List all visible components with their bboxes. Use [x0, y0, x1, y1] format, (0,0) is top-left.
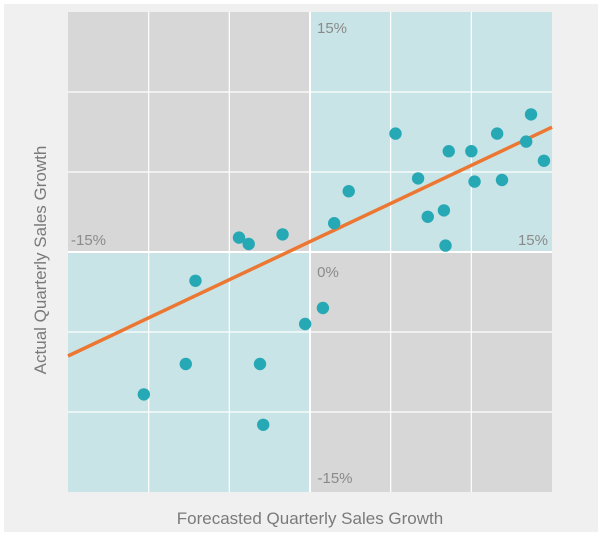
- data-point: [524, 108, 538, 121]
- data-point: [253, 357, 267, 371]
- data-point: [276, 228, 289, 241]
- data-point: [537, 154, 551, 167]
- data-point: [316, 301, 330, 315]
- data-point: [519, 135, 533, 148]
- data-point: [232, 231, 246, 244]
- quadrant-bottom-left: [68, 252, 310, 492]
- data-point: [421, 210, 434, 223]
- trend-line-group: [67, 125, 553, 358]
- tick-label-y-bottom: -15%: [317, 470, 352, 487]
- data-points: [137, 108, 551, 431]
- quadrant-top-left: [68, 12, 310, 252]
- trend-line: [67, 125, 553, 358]
- chart-frame: 15% -15% 15% 0% -15% Forecasted Quarterl…: [4, 4, 598, 532]
- data-point: [328, 217, 341, 230]
- data-point: [137, 388, 151, 401]
- data-point: [242, 237, 255, 251]
- data-point: [437, 204, 451, 217]
- data-point: [179, 357, 192, 371]
- tick-label-x-left: -15%: [71, 232, 106, 249]
- data-point: [439, 239, 452, 252]
- data-point: [342, 185, 355, 198]
- data-point: [442, 145, 455, 158]
- gridlines: [68, 12, 552, 492]
- data-point: [189, 274, 202, 287]
- data-point: [298, 317, 312, 331]
- y-axis-title: Actual Quarterly Sales Growth: [31, 146, 50, 375]
- tick-labels: 15% -15% 15% 0% -15%: [71, 20, 548, 487]
- scatter-chart: 15% -15% 15% 0% -15% Forecasted Quarterl…: [31, 12, 553, 528]
- quadrant-backgrounds: [68, 12, 552, 492]
- data-point: [465, 145, 478, 158]
- tick-label-origin: 0%: [317, 264, 339, 281]
- tick-label-x-right: 15%: [518, 232, 548, 249]
- data-point: [389, 127, 402, 140]
- data-point: [490, 127, 504, 140]
- data-point: [495, 173, 509, 187]
- data-point: [411, 172, 425, 185]
- data-point: [468, 175, 481, 188]
- x-axis-title: Forecasted Quarterly Sales Growth: [177, 509, 443, 528]
- quadrant-bottom-right: [310, 252, 552, 492]
- tick-label-y-top: 15%: [317, 20, 347, 37]
- data-point: [257, 418, 270, 431]
